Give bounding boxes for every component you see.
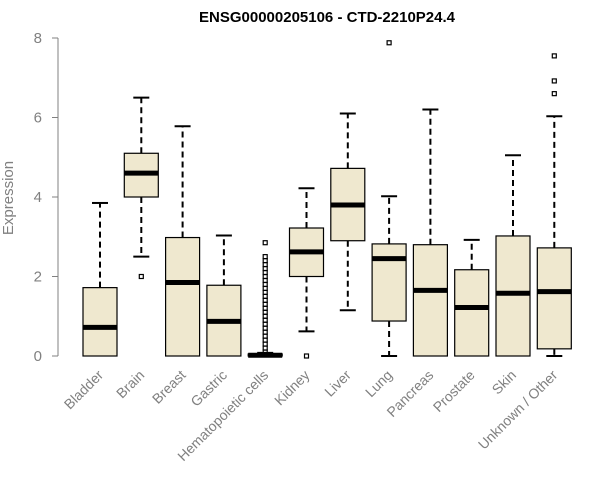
outlier-point [262,240,268,246]
outlier-point [386,40,392,46]
x-tick-label: Prostate [430,367,478,415]
chart-title: ENSG00000205106 - CTD-2210P24.4 [199,9,456,26]
box-group [82,40,572,359]
x-tick-label: Kidney [271,367,313,409]
box-kidney [288,187,325,359]
box-liver [330,112,366,312]
y-axis: 0 2 4 6 8 [34,30,59,365]
box-prostate [454,238,490,357]
box-bladder [82,201,118,357]
y-axis-label: Expression [0,161,17,235]
outlier-point [551,78,557,84]
outlier-point [551,53,557,59]
outlier-point [138,273,144,280]
y-tick-label: 2 [34,269,42,286]
x-tick-label: Brain [113,367,147,401]
box-skin [495,154,531,357]
box-hematopoietic-cells [247,240,283,358]
box-iqr [412,244,448,357]
y-tick-label: 8 [34,30,42,47]
box-breast [165,125,201,357]
box-iqr [536,247,572,350]
x-tick-label: Skin [489,367,520,398]
box-lung [371,40,407,357]
box-iqr [495,235,531,357]
box-iqr [454,269,490,357]
x-tick-label: Bladder [61,367,107,413]
box-iqr [165,236,201,357]
x-tick-label: Lung [362,367,395,400]
box-iqr [371,243,407,322]
x-tick-label: Breast [149,367,189,407]
y-tick-label: 4 [34,189,42,206]
box-brain [123,96,159,280]
outlier-point [551,91,557,97]
x-tick-label: Liver [321,367,354,400]
box-iqr [82,287,118,357]
box-gastric [206,234,242,357]
outlier-point [262,254,268,260]
box-pancreas [412,108,448,357]
y-tick-label: 6 [34,110,42,127]
box-unknown-other [536,53,572,357]
outlier-point [303,353,310,359]
y-tick-label: 0 [34,348,42,365]
